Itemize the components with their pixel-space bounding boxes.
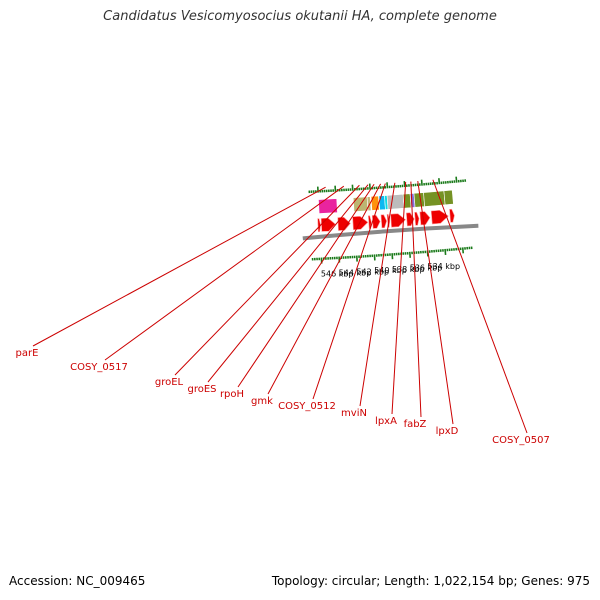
gene-label: fabZ [404, 419, 427, 430]
scale-label: 540 kbp [374, 266, 407, 275]
gene-arrow [320, 217, 336, 232]
genome-summary-text: Topology: circular; Length: 1,022,154 bp… [271, 574, 590, 588]
gene-arrow [430, 209, 449, 225]
label-leader [207, 184, 369, 383]
gene-label: parE [16, 348, 39, 359]
gene-label: COSY_0517 [70, 362, 128, 373]
label-leader [32, 186, 326, 347]
gene-label: COSY_0507 [492, 435, 550, 446]
label-leader [237, 183, 375, 388]
label-leader [410, 181, 422, 418]
label-leader [267, 183, 382, 395]
gene-label: groEL [155, 377, 184, 388]
gene-arrow [414, 211, 420, 226]
gene-arrow [317, 218, 321, 232]
forward-strand-genes [317, 208, 455, 232]
label-leader [104, 185, 345, 361]
label-leader [391, 181, 407, 415]
tick-mark [444, 248, 447, 256]
gene-arrow [337, 216, 351, 231]
tick-mark [438, 178, 441, 185]
gene-block [318, 198, 338, 214]
gene-label: lpxD [436, 426, 459, 437]
label-leader [174, 184, 360, 376]
gene-arrow [371, 214, 381, 229]
genome-title: Candidatus Vesicomyosocius okutanii HA, … [103, 9, 497, 24]
gene-block [386, 193, 405, 210]
gene-label: rpoH [220, 389, 244, 400]
label-leader [359, 182, 396, 407]
gene-arrow [449, 208, 455, 223]
gene-arrow [380, 214, 388, 229]
gene-block [443, 189, 454, 206]
reverse-strand-genes [318, 189, 454, 214]
tick-mark [461, 247, 465, 254]
tick-mark [455, 176, 458, 183]
accession-text: Accession: NC_009465 [9, 574, 146, 588]
label-leader [312, 183, 386, 400]
gene-label: lpxA [375, 416, 397, 427]
label-leader [432, 179, 528, 434]
gene-label: mviN [341, 408, 367, 419]
gene-block [370, 195, 380, 211]
scale-label: 546 kbp [321, 270, 354, 279]
scale-label: 538 kbp [392, 265, 425, 274]
label-leader [417, 180, 454, 425]
gene-label: COSY_0512 [278, 401, 336, 412]
gene-arrow [390, 213, 406, 228]
gene-arrow [352, 215, 369, 231]
outer-tick-ring [311, 246, 473, 264]
genome-backbone [302, 223, 479, 241]
gene-label: groES [187, 384, 216, 395]
backbone-line [302, 223, 479, 241]
gene-arrow [419, 211, 431, 226]
scale-label: 534 kbp [427, 262, 460, 271]
scale-label: 536 kbp [410, 263, 443, 272]
gene-label: gmk [251, 396, 273, 407]
inner-tick-ring [308, 176, 467, 194]
scale-label: 542 kbp [356, 267, 389, 276]
